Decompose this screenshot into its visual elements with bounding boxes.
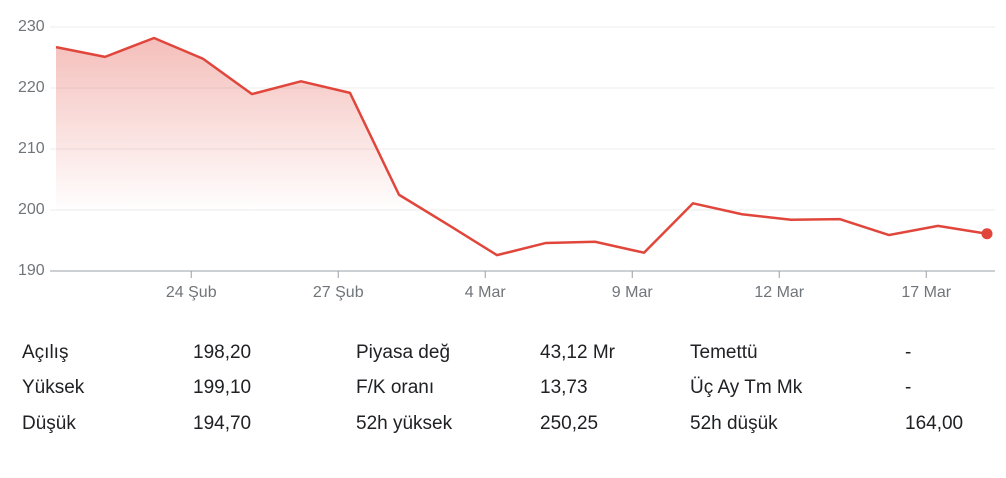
y-tick-label: 190 [18,262,45,279]
stat-label: Üç Ay Tm Mk [690,377,803,398]
stat-value: - [905,377,911,398]
x-tick-label: 12 Mar [754,284,804,301]
x-tick-label: 9 Mar [612,284,654,301]
stat-value: 198,20 [193,342,251,363]
stat-value: - [905,342,911,363]
last-point [981,228,993,240]
y-tick-label: 210 [18,140,45,157]
stat-label: 52h yüksek [356,413,453,434]
stat-value: 250,25 [540,413,598,434]
y-tick-label: 230 [18,18,45,35]
stat-label: 52h düşük [690,413,778,434]
stat-value: 199,10 [193,377,251,398]
stat-label: Temettü [690,342,758,363]
stat-label: Açılış [22,342,68,363]
x-tick-label: 24 Şub [166,284,217,301]
y-tick-label: 220 [18,79,45,96]
stat-value: 43,12 Mr [540,342,616,363]
x-tick-label: 17 Mar [901,284,951,301]
stat-label: Piyasa değ [356,342,450,363]
x-tick-label: 27 Şub [313,284,364,301]
area [56,37,987,272]
price-line [55,36,988,257]
stat-value: 194,70 [193,413,251,434]
stat-label: F/K oranı [356,377,434,398]
x-tick-label: 4 Mar [465,284,507,301]
stat-value: 13,73 [540,377,588,398]
stat-label: Düşük [22,413,76,434]
stat-value: 164,00 [905,413,963,434]
stat-label: Yüksek [22,377,85,398]
y-tick-label: 200 [18,201,45,218]
